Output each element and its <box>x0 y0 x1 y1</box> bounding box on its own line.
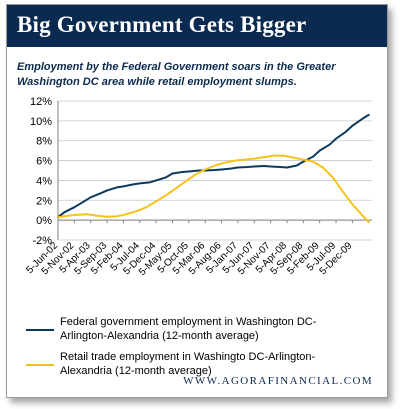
series-line-retail <box>57 154 370 224</box>
y-tick-label: 8% <box>36 136 52 148</box>
chart-card: Big Government Gets Bigger Employment by… <box>6 4 388 398</box>
y-tick-label: 4% <box>36 175 52 187</box>
source-credit: WWW.AGORAFINANCIAL.COM <box>183 375 373 387</box>
legend-retail-label: Retail trade employment in Washingto DC-… <box>60 351 315 377</box>
y-tick-label: 6% <box>36 156 52 168</box>
chart-subtitle: Employment by the Federal Government soa… <box>17 61 336 88</box>
y-tick-label: 10% <box>30 116 52 128</box>
y-tick-label: -2% <box>32 235 52 247</box>
chart-title: Big Government Gets Bigger <box>17 12 307 37</box>
y-tick-label: 12% <box>30 96 52 108</box>
y-tick-label: 0% <box>36 215 52 227</box>
y-tick-label: 2% <box>36 195 52 207</box>
legend-federal-label: Federal government employment in Washing… <box>60 316 317 342</box>
title-bar: Big Government Gets Bigger <box>7 5 387 49</box>
series-line-federal <box>57 113 370 219</box>
